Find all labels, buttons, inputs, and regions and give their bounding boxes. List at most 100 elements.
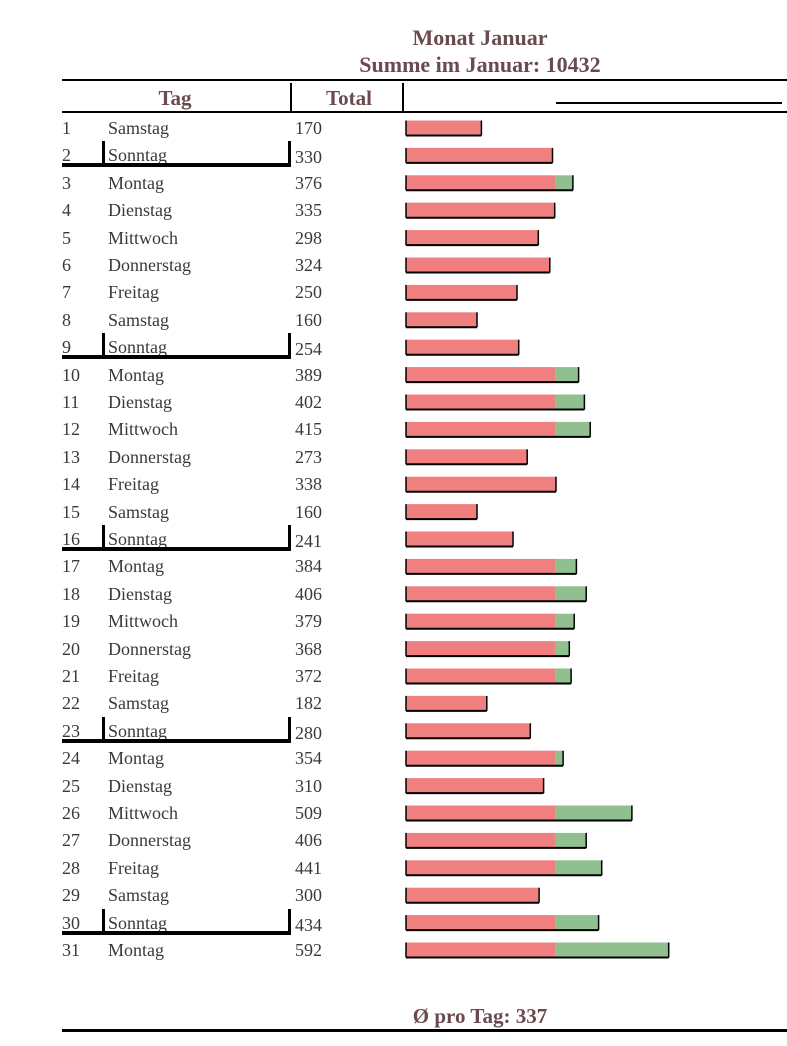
sunday-marker-right (288, 525, 291, 547)
table-row: 17 Montag 384 (0, 556, 787, 583)
day-number: 24 (62, 748, 80, 769)
total-value: 509 (295, 803, 322, 823)
bar-excess (555, 860, 602, 876)
bar-base (406, 860, 556, 876)
table-row: 29 Samstag 300 (0, 885, 787, 912)
sunday-marker-right (288, 908, 291, 931)
table-row: 20 Donnerstag 368 (0, 639, 787, 666)
weekday-label: Dienstag (108, 775, 172, 796)
weekday-label: Montag (108, 748, 164, 769)
sunday-marker-left (102, 908, 105, 932)
sunday-marker-left (102, 716, 105, 740)
weekday-label: Sonntag (108, 912, 168, 933)
total-value: 592 (295, 940, 322, 960)
bar-base (406, 915, 556, 931)
total-value: 182 (295, 693, 322, 714)
weekday-label: Montag (108, 172, 164, 193)
total-value: 254 (295, 339, 322, 360)
day-number: 2 (62, 145, 71, 166)
table-row: 25 Dienstag 310 (0, 776, 787, 803)
bar-base (406, 887, 540, 903)
sunday-underline-day (105, 547, 291, 551)
table-row: 28 Freitag 441 (0, 858, 787, 885)
sunday-underline-number (62, 738, 105, 743)
weekday-label: Mittwoch (108, 611, 178, 632)
table-row: 19 Mittwoch 379 (0, 611, 787, 638)
bar-base (406, 175, 556, 191)
day-number: 18 (62, 583, 80, 604)
day-number: 15 (62, 501, 80, 522)
bar-base (406, 778, 544, 794)
weekday-label: Mittwoch (108, 227, 178, 248)
weekday-label: Samstag (108, 501, 169, 522)
table-row: 8 Samstag 160 (0, 310, 787, 337)
total-value: 338 (295, 474, 322, 495)
sunday-underline-day (105, 738, 291, 743)
day-number: 16 (62, 529, 80, 549)
day-number: 25 (62, 775, 80, 796)
day-number: 4 (62, 200, 71, 221)
header-day: Tag (158, 86, 192, 110)
total-value: 324 (295, 255, 322, 275)
table-row: 14 Freitag 338 (0, 474, 787, 501)
weekday-label: Sonntag (108, 720, 168, 741)
day-number: 17 (62, 556, 80, 577)
weekday-label: Samstag (108, 118, 169, 138)
bar-base (406, 284, 517, 300)
day-number: 7 (62, 282, 71, 303)
total-value: 415 (295, 419, 322, 440)
day-number: 23 (62, 720, 80, 741)
sunday-marker-right (288, 333, 291, 356)
table-row: 5 Mittwoch 298 (0, 228, 787, 255)
weekday-label: Montag (108, 940, 164, 960)
sunday-marker-left (102, 333, 105, 357)
bar-excess (555, 421, 591, 437)
total-value: 335 (295, 200, 322, 221)
day-number: 9 (62, 337, 71, 358)
table-row: 27 Donnerstag 406 (0, 830, 787, 857)
day-number: 21 (62, 666, 80, 686)
table-row: 15 Samstag 160 (0, 502, 787, 529)
day-number: 30 (62, 912, 80, 933)
bar-excess (555, 805, 632, 821)
day-number: 8 (62, 309, 71, 330)
day-number: 20 (62, 638, 80, 659)
day-number: 14 (62, 474, 80, 495)
table-row: 24 Montag 354 (0, 748, 787, 775)
weekday-label: Sonntag (108, 529, 168, 549)
bar-base (406, 312, 477, 328)
day-number: 3 (62, 172, 71, 193)
table-row: 13 Donnerstag 273 (0, 447, 787, 474)
weekday-label: Freitag (108, 857, 159, 878)
total-value: 354 (295, 748, 322, 769)
bar-base (406, 558, 556, 574)
sunday-underline-number (62, 930, 105, 935)
bar-excess (555, 915, 599, 931)
sunday-marker-left (102, 525, 105, 548)
total-value: 241 (295, 531, 322, 551)
day-number: 27 (62, 830, 80, 851)
total-value: 160 (295, 309, 322, 330)
total-value: 389 (295, 364, 322, 385)
table-row: 22 Samstag 182 (0, 693, 787, 720)
weekday-label: Samstag (108, 309, 169, 330)
table-row: 21 Freitag 372 (0, 666, 787, 693)
weekday-label: Freitag (108, 474, 159, 495)
day-number: 12 (62, 419, 80, 440)
bar-base (406, 695, 487, 711)
bar-base (406, 449, 528, 465)
table-row: 18 Dienstag 406 (0, 584, 787, 611)
chart-subtitle: Summe im Januar: 10432 (359, 52, 601, 77)
day-number: 1 (62, 118, 71, 138)
bar-base (406, 613, 556, 629)
total-value: 434 (295, 914, 322, 935)
table-row: 11 Dienstag 402 (0, 392, 787, 419)
bar-base (406, 668, 556, 684)
bar-base (406, 504, 477, 520)
bar-base (406, 394, 556, 410)
day-number: 11 (62, 392, 80, 412)
weekday-label: Freitag (108, 282, 159, 303)
bar-excess (555, 832, 587, 848)
bar-base (406, 147, 553, 163)
